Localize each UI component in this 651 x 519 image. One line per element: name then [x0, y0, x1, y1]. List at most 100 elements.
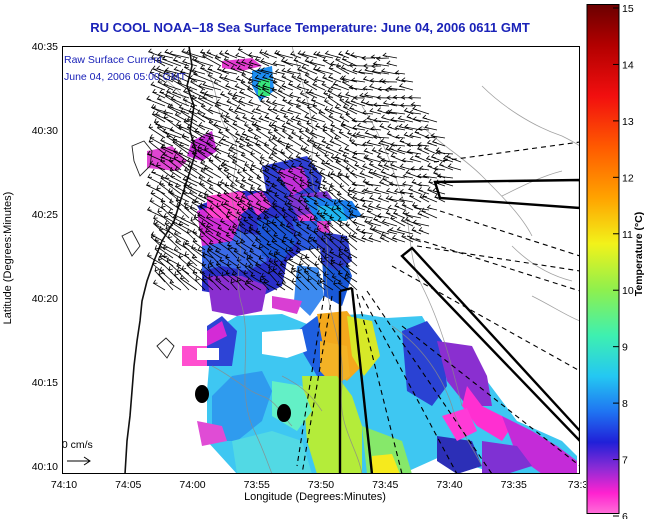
current-vector-head — [431, 138, 437, 143]
current-vector-head — [390, 101, 395, 106]
current-vector-head — [417, 187, 423, 192]
current-vector — [288, 157, 302, 163]
current-vector — [281, 282, 294, 291]
current-vector — [371, 56, 382, 59]
current-vector-head — [152, 88, 157, 93]
current-vector-head — [180, 108, 185, 113]
current-vector — [181, 136, 198, 147]
current-vector — [297, 234, 310, 243]
current-vector — [353, 152, 366, 155]
current-vector-head — [304, 204, 310, 210]
current-vector — [216, 234, 230, 243]
current-vector — [300, 93, 310, 99]
current-vector-head — [227, 208, 233, 213]
current-vector — [208, 75, 222, 83]
current-vector-head — [381, 218, 387, 223]
current-vector-head — [390, 214, 395, 220]
current-vector — [372, 71, 390, 75]
current-vector — [293, 59, 310, 67]
current-vector-head — [362, 141, 367, 147]
current-vector-head — [264, 113, 270, 119]
current-vector-head — [247, 52, 253, 57]
scale-label: 50 cm/s — [62, 439, 93, 451]
current-vector-head — [246, 142, 251, 147]
current-vector — [324, 226, 334, 235]
current-vector-head — [147, 173, 153, 178]
current-vector-head — [372, 169, 378, 175]
current-vector-head — [432, 169, 438, 174]
current-vector-head — [379, 123, 385, 128]
current-vector — [373, 120, 390, 123]
current-vector-head — [283, 113, 289, 118]
current-vector-head — [371, 68, 377, 74]
current-vector-head — [422, 114, 427, 120]
current-vector-head — [409, 156, 415, 161]
current-vector — [158, 247, 174, 259]
current-vector-head — [377, 147, 383, 152]
current-vector-head — [347, 254, 353, 259]
current-vector-head — [230, 279, 235, 284]
current-vector — [163, 247, 182, 259]
current-vector-head — [242, 166, 248, 172]
current-vector — [370, 128, 382, 131]
current-vector — [285, 251, 294, 259]
current-vector-head — [214, 145, 220, 150]
current-vector-head — [277, 270, 283, 275]
current-vector — [288, 83, 302, 91]
current-vector — [304, 271, 318, 283]
current-vector-head — [293, 231, 299, 237]
current-vector — [165, 177, 182, 187]
current-vector — [328, 96, 342, 107]
current-vector-head — [259, 92, 265, 97]
current-vector-head — [188, 75, 194, 80]
current-vector — [264, 144, 278, 155]
current-vector-head — [272, 60, 278, 66]
current-vector-head — [299, 182, 305, 187]
current-vector-head — [204, 145, 209, 150]
current-vector — [364, 221, 374, 227]
current-vector-head — [387, 123, 392, 128]
current-vector — [236, 267, 246, 275]
current-vector-head — [351, 117, 357, 123]
current-vector — [243, 273, 254, 283]
colorbar-tick-label: 15 — [622, 4, 634, 15]
current-vector-head — [258, 115, 264, 120]
current-vector-head — [256, 67, 262, 72]
current-vector-head — [160, 137, 165, 142]
current-vector — [274, 195, 286, 203]
current-vector-head — [277, 87, 283, 92]
current-vector — [373, 104, 390, 107]
current-vector-head — [282, 233, 288, 238]
current-vector — [200, 92, 214, 99]
current-vector-head — [152, 260, 157, 265]
current-vector — [321, 239, 334, 251]
current-vector-head — [229, 144, 235, 149]
current-vector-head — [361, 188, 367, 193]
current-vector-head — [363, 92, 369, 97]
current-vector — [389, 183, 406, 187]
current-vector — [299, 179, 310, 187]
current-vector-head — [166, 257, 172, 262]
current-vector-head — [318, 109, 324, 114]
current-vector-head — [364, 129, 370, 135]
current-vector-head — [412, 219, 418, 224]
current-vector-head — [152, 279, 158, 284]
current-vector-head — [283, 256, 289, 261]
current-vector — [345, 225, 358, 235]
current-vector-head — [274, 68, 280, 74]
current-vector-head — [154, 221, 160, 226]
current-vector-head — [205, 139, 211, 144]
current-vector-head — [401, 181, 407, 186]
current-vector-head — [162, 151, 168, 156]
current-vector-head — [372, 117, 378, 123]
current-vector — [274, 261, 286, 275]
current-vector-head — [291, 73, 296, 78]
current-vector-head — [364, 67, 370, 72]
current-vector — [307, 185, 318, 195]
current-vector — [224, 203, 238, 211]
current-vector — [231, 232, 246, 243]
current-vector-head — [327, 231, 333, 236]
current-vector — [321, 162, 334, 171]
current-vector-head — [321, 81, 327, 86]
current-vector — [282, 130, 294, 139]
